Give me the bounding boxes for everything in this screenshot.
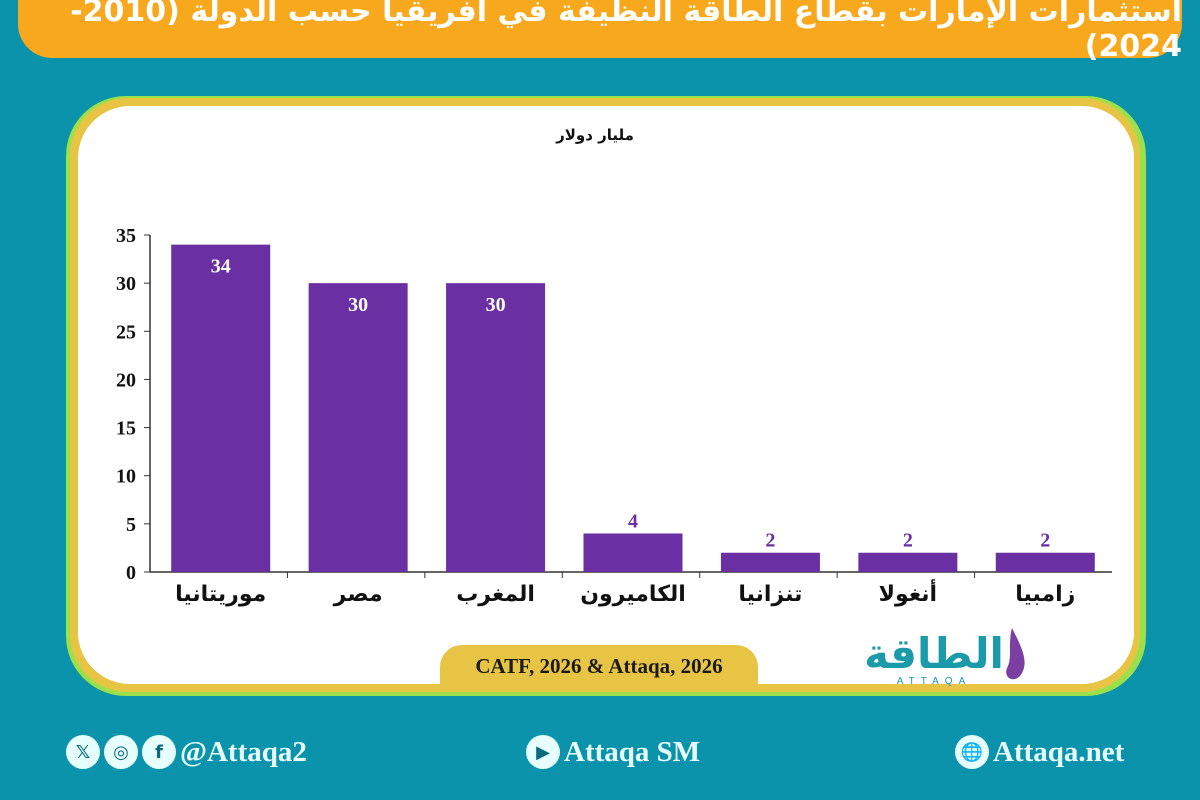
title-banner: استثمارات الإمارات بقطاع الطاقة النظيفة … [18,0,1182,64]
social-links: 𝕏 ◎ f @Attaqa2 [66,735,307,769]
website-label[interactable]: Attaqa.net [993,735,1125,768]
bar-value-label: 34 [211,256,231,278]
y-tick-label: 30 [116,273,136,295]
x-category-label: موريتانيا [175,582,266,607]
x-category-label: زامبيا [1015,582,1075,607]
attaqa-logo: الطاقة ATTAQA [862,618,1032,688]
y-tick-label: 25 [116,321,136,343]
bar-value-label: 2 [903,530,913,552]
y-tick-label: 35 [116,225,136,247]
bar-value-label: 30 [486,294,506,316]
y-tick-label: 15 [116,418,136,440]
bar [583,533,683,572]
bar [171,244,271,572]
source-label: CATF, 2026 & Attaqa, 2026 [440,645,758,687]
x-category-label: تنزانيا [738,582,802,607]
bar [720,552,820,572]
svg-text:الطاقة: الطاقة [864,629,1004,678]
x-category-label: أنغولا [879,578,937,607]
facebook-icon[interactable]: f [142,735,176,769]
y-tick-label: 5 [126,514,136,536]
chart-title: استثمارات الإمارات بقطاع الطاقة النظيفة … [70,0,1182,64]
youtube-link: ▶ Attaqa SM [526,735,700,769]
y-tick-label: 20 [116,369,136,391]
x-icon[interactable]: 𝕏 [66,735,100,769]
x-category-label: المغرب [456,582,535,607]
globe-icon[interactable]: 🌐 [955,735,989,769]
instagram-icon[interactable]: ◎ [104,735,138,769]
bar [308,283,408,572]
x-category-label: الكاميرون [580,582,686,607]
social-handle[interactable]: @Attaqa2 [180,735,307,768]
youtube-label[interactable]: Attaqa SM [564,735,701,768]
website-link: 🌐 Attaqa.net [955,735,1124,769]
bar [995,552,1095,572]
svg-text:ATTAQA: ATTAQA [897,676,972,687]
y-axis-label: مليار دولار [555,126,634,144]
y-tick-label: 0 [126,562,136,584]
bar [446,283,546,572]
bar-value-label: 4 [628,510,638,532]
bar [858,552,958,572]
youtube-icon[interactable]: ▶ [526,735,560,769]
bar-value-label: 30 [348,294,368,316]
y-tick-label: 10 [116,466,136,488]
x-category-label: مصر [333,582,383,607]
bar-value-label: 2 [1040,530,1050,552]
bar-value-label: 2 [765,530,775,552]
